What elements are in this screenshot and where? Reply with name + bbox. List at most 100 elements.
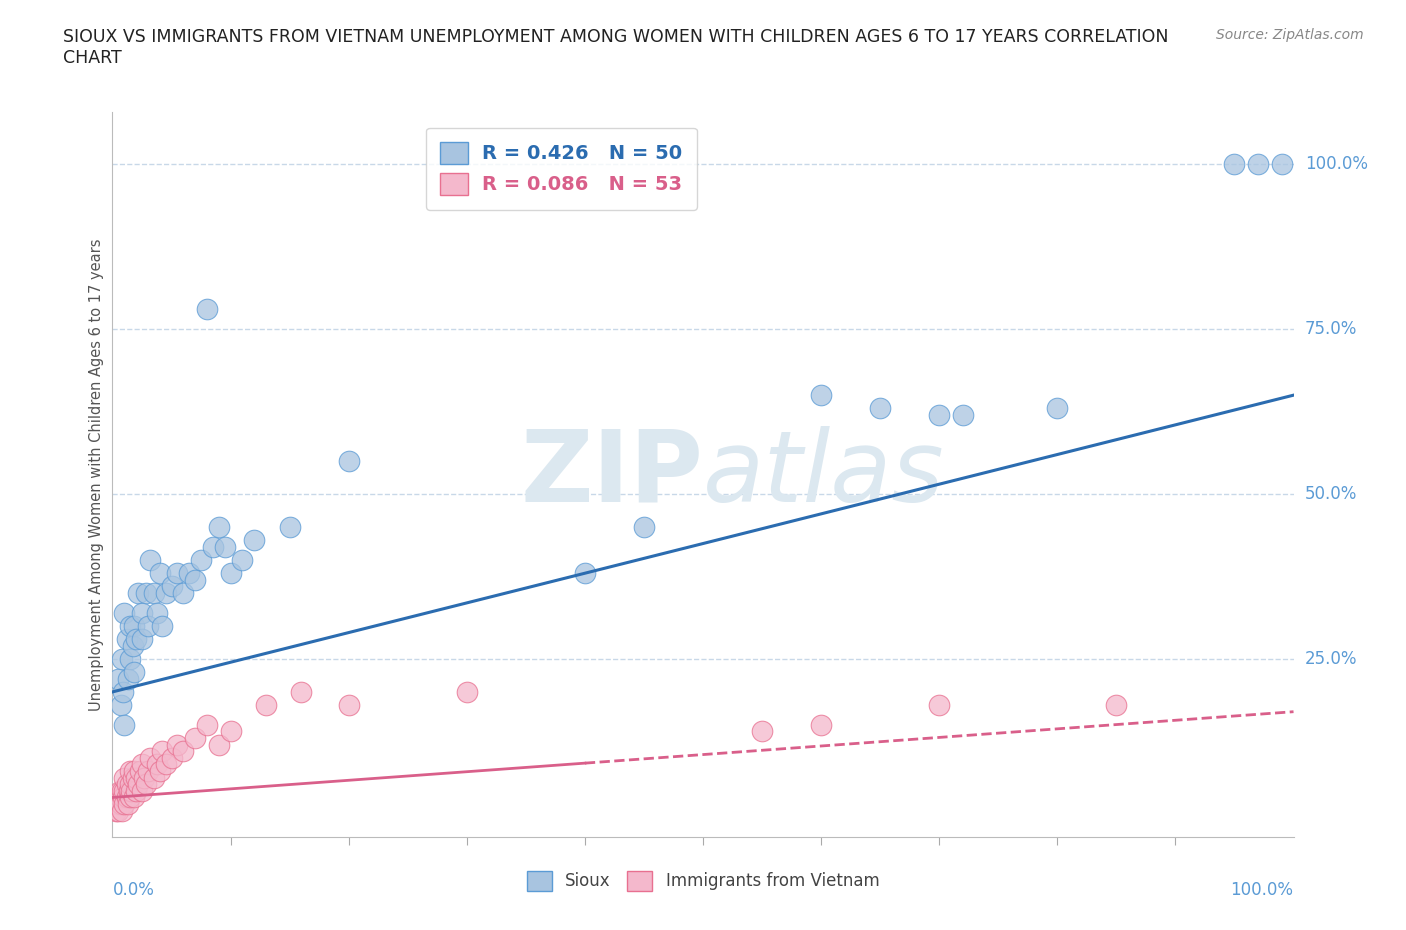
Point xyxy=(125,783,148,798)
Point xyxy=(128,764,150,778)
Point xyxy=(127,586,149,601)
Point xyxy=(142,770,165,785)
Text: 100.0%: 100.0% xyxy=(1230,881,1294,898)
Point xyxy=(117,797,139,812)
Point xyxy=(195,302,218,317)
Point xyxy=(120,790,142,804)
Point xyxy=(633,520,655,535)
Point xyxy=(952,407,974,422)
Point xyxy=(134,770,156,785)
Point xyxy=(869,401,891,416)
Point xyxy=(290,684,312,699)
Point xyxy=(172,586,194,601)
Point xyxy=(1105,698,1128,712)
Point xyxy=(112,790,135,804)
Point xyxy=(108,783,131,798)
Point xyxy=(112,684,135,699)
Text: Source: ZipAtlas.com: Source: ZipAtlas.com xyxy=(1216,28,1364,42)
Point xyxy=(142,586,165,601)
Point xyxy=(112,797,135,812)
Point xyxy=(139,552,162,567)
Point xyxy=(751,724,773,739)
Point xyxy=(112,783,135,798)
Text: 25.0%: 25.0% xyxy=(1305,650,1357,668)
Point xyxy=(928,407,950,422)
Point xyxy=(107,671,129,686)
Point xyxy=(166,565,188,580)
Point xyxy=(146,605,169,620)
Point xyxy=(125,631,148,646)
Point xyxy=(179,565,201,580)
Point xyxy=(1223,157,1246,172)
Point xyxy=(131,631,153,646)
Point xyxy=(107,804,129,818)
Point xyxy=(118,783,141,798)
Point xyxy=(155,757,177,772)
Text: SIOUX VS IMMIGRANTS FROM VIETNAM UNEMPLOYMENT AMONG WOMEN WITH CHILDREN AGES 6 T: SIOUX VS IMMIGRANTS FROM VIETNAM UNEMPLO… xyxy=(63,28,1168,67)
Point xyxy=(135,586,157,601)
Text: 75.0%: 75.0% xyxy=(1305,320,1357,339)
Point xyxy=(120,652,142,667)
Point xyxy=(810,388,832,403)
Point xyxy=(214,539,236,554)
Point xyxy=(1046,401,1069,416)
Point xyxy=(337,698,360,712)
Point xyxy=(120,764,142,778)
Point xyxy=(219,565,242,580)
Point xyxy=(122,665,145,680)
Point xyxy=(208,520,231,535)
Point xyxy=(120,618,142,633)
Point xyxy=(105,804,128,818)
Point xyxy=(150,618,173,633)
Point xyxy=(136,764,159,778)
Point xyxy=(150,744,173,759)
Point xyxy=(110,698,132,712)
Point xyxy=(108,790,131,804)
Point xyxy=(115,790,138,804)
Point xyxy=(243,533,266,548)
Point xyxy=(160,751,183,765)
Point xyxy=(120,777,142,791)
Point xyxy=(110,797,132,812)
Point xyxy=(155,586,177,601)
Point xyxy=(166,737,188,752)
Point xyxy=(120,783,142,798)
Point xyxy=(456,684,478,699)
Point xyxy=(122,618,145,633)
Point xyxy=(112,605,135,620)
Point xyxy=(131,605,153,620)
Point xyxy=(231,552,253,567)
Point xyxy=(810,717,832,732)
Point xyxy=(190,552,212,567)
Point xyxy=(111,783,134,798)
Point xyxy=(208,737,231,752)
Legend: Sioux, Immigrants from Vietnam: Sioux, Immigrants from Vietnam xyxy=(520,864,886,897)
Point xyxy=(574,565,596,580)
Point xyxy=(278,520,301,535)
Point xyxy=(135,777,157,791)
Point xyxy=(115,777,138,791)
Point xyxy=(254,698,277,712)
Point xyxy=(136,618,159,633)
Text: ZIP: ZIP xyxy=(520,426,703,523)
Point xyxy=(219,724,242,739)
Point xyxy=(172,744,194,759)
Point xyxy=(112,717,135,732)
Point xyxy=(201,539,224,554)
Point xyxy=(1271,157,1294,172)
Y-axis label: Unemployment Among Women with Children Ages 6 to 17 years: Unemployment Among Women with Children A… xyxy=(89,238,104,711)
Point xyxy=(111,804,134,818)
Text: 100.0%: 100.0% xyxy=(1305,155,1368,173)
Point xyxy=(112,770,135,785)
Point xyxy=(1247,157,1270,172)
Point xyxy=(184,731,207,746)
Point xyxy=(184,572,207,587)
Point xyxy=(127,777,149,791)
Point xyxy=(121,770,143,785)
Point xyxy=(105,797,128,812)
Point xyxy=(131,757,153,772)
Point xyxy=(111,652,134,667)
Point xyxy=(125,770,148,785)
Text: 0.0%: 0.0% xyxy=(112,881,155,898)
Point xyxy=(160,579,183,594)
